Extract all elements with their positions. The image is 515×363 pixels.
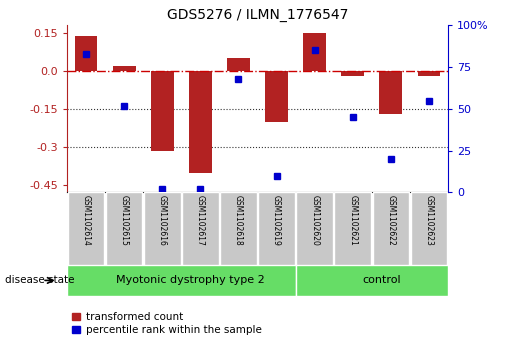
Bar <box>334 192 371 265</box>
Text: GSM1102621: GSM1102621 <box>348 195 357 245</box>
Text: GSM1102617: GSM1102617 <box>196 195 205 245</box>
Text: GSM1102620: GSM1102620 <box>310 195 319 245</box>
Bar <box>296 192 333 265</box>
Legend: transformed count, percentile rank within the sample: transformed count, percentile rank withi… <box>72 312 262 335</box>
Bar <box>303 33 326 71</box>
Text: GSM1102615: GSM1102615 <box>119 195 129 245</box>
Bar <box>258 192 295 265</box>
Bar <box>106 192 143 265</box>
Text: GSM1102619: GSM1102619 <box>272 195 281 245</box>
Text: GSM1102618: GSM1102618 <box>234 195 243 245</box>
Bar <box>296 265 448 296</box>
Bar <box>144 192 181 265</box>
Title: GDS5276 / ILMN_1776547: GDS5276 / ILMN_1776547 <box>167 8 348 22</box>
Text: disease state: disease state <box>5 276 75 285</box>
Bar <box>67 192 105 265</box>
Bar <box>418 71 440 76</box>
Bar <box>265 71 288 122</box>
Bar <box>341 71 364 76</box>
Bar <box>380 71 402 114</box>
Text: GSM1102616: GSM1102616 <box>158 195 167 245</box>
Text: GSM1102622: GSM1102622 <box>386 195 396 245</box>
Bar <box>227 58 250 71</box>
Bar <box>372 192 409 265</box>
Bar <box>75 36 97 71</box>
Bar <box>410 192 448 265</box>
Text: Myotonic dystrophy type 2: Myotonic dystrophy type 2 <box>116 276 265 285</box>
Text: GSM1102623: GSM1102623 <box>424 195 434 245</box>
Bar <box>113 66 135 71</box>
Bar <box>67 265 296 296</box>
Bar <box>189 71 212 174</box>
Text: GSM1102614: GSM1102614 <box>81 195 91 245</box>
Text: control: control <box>362 276 401 285</box>
Bar <box>182 192 219 265</box>
Bar <box>151 71 174 151</box>
Bar <box>220 192 257 265</box>
